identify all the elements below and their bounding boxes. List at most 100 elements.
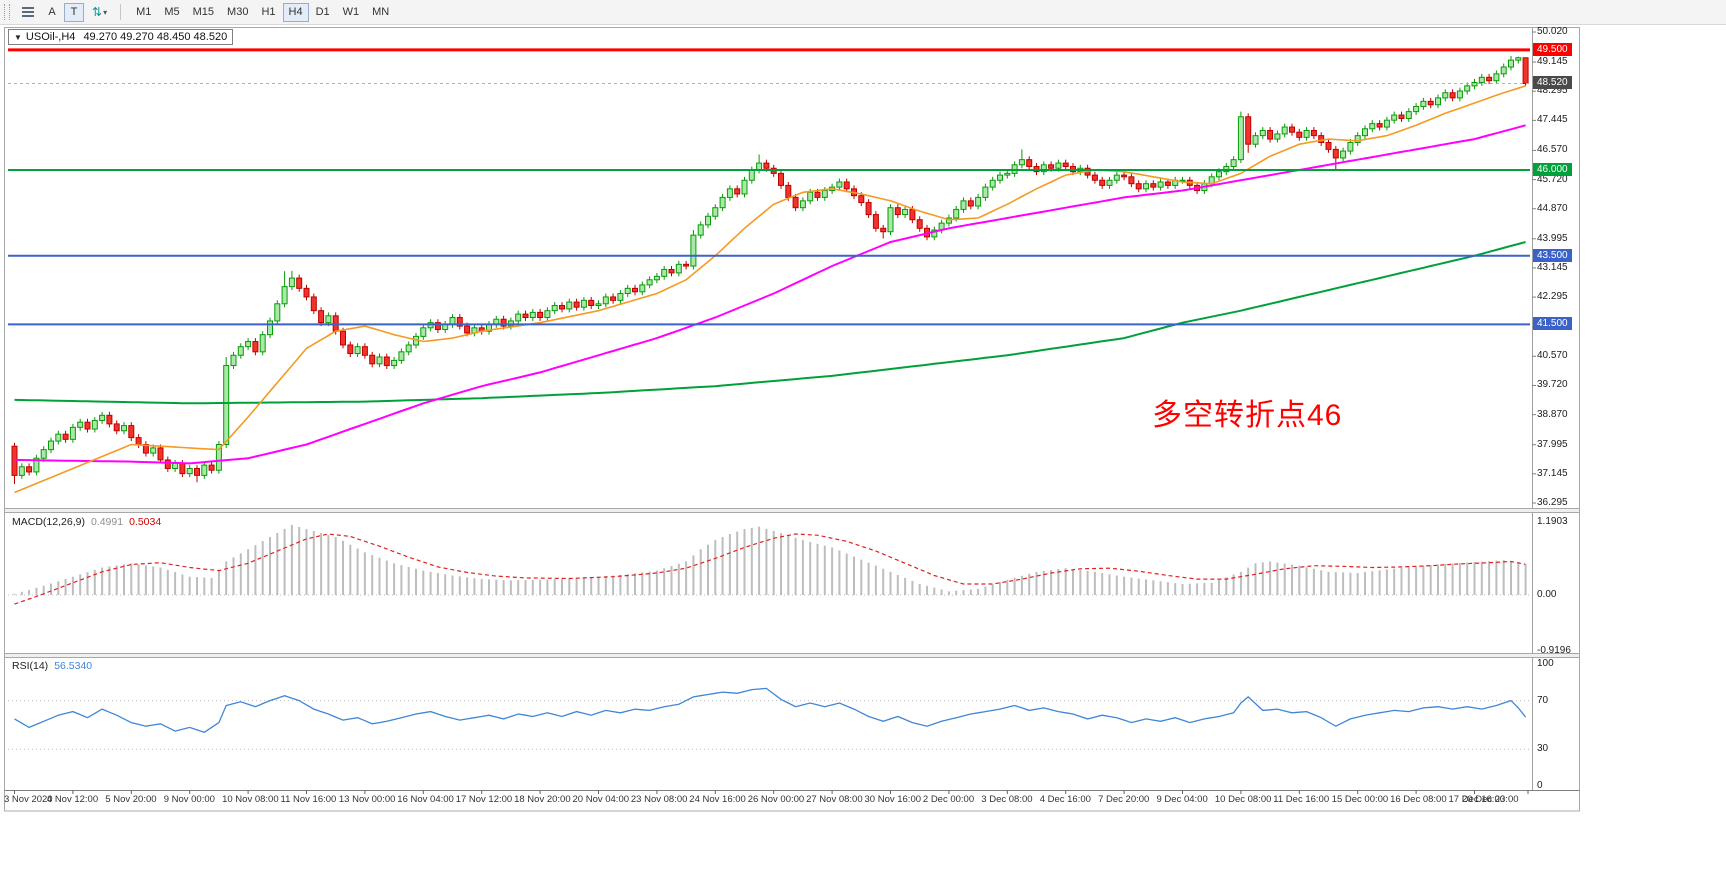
timeframe-button-M30[interactable]: M30 — [227, 6, 249, 18]
macd-signal-value: 0.5034 — [129, 516, 162, 528]
pane-separator-macd[interactable] — [4, 508, 1580, 513]
indicator-level-lines — [8, 594, 1530, 750]
toolbar-separator — [120, 4, 122, 20]
rsi-tick-label: 0 — [1537, 780, 1543, 791]
toolbar-grip[interactable] — [4, 4, 10, 20]
time-tick-label: 20 Dec 23:00 — [1462, 794, 1519, 805]
time-tick-label: 5 Nov 20:00 — [105, 794, 157, 805]
arrows-tool-button[interactable]: ⇅ ▾ — [86, 3, 113, 22]
rsi-indicator-label: RSI(14) 56.5340 — [12, 660, 92, 672]
rsi-value: 56.5340 — [54, 660, 93, 672]
ma-orange-line — [14, 85, 1526, 494]
timeframe-button-M1[interactable]: M1 — [136, 6, 152, 18]
arrows-icon: ⇅ — [92, 5, 103, 19]
hlines-layer[interactable] — [8, 48, 1530, 326]
price-tick-label: 40.570 — [1537, 350, 1568, 362]
rsi-line — [14, 687, 1527, 734]
price-tick-label: 37.145 — [1537, 467, 1568, 479]
hline-price-box-43.500: 43.500 — [1533, 248, 1572, 262]
rsi-tick-label: 70 — [1537, 694, 1549, 706]
time-tick-label: 9 Dec 04:00 — [1156, 794, 1208, 805]
time-tick-label: 10 Dec 08:00 — [1214, 794, 1272, 805]
ohlc-values: 49.270 49.270 48.450 48.520 — [83, 31, 228, 43]
collapse-caret-icon[interactable]: ▼ — [14, 33, 22, 42]
ma-magenta-line — [14, 124, 1526, 465]
macd-tick-label: 1.1903 — [1537, 516, 1568, 528]
price-tick-label: 45.720 — [1537, 173, 1568, 185]
time-tick-label: 17 Nov 12:00 — [455, 794, 513, 805]
grid-icon — [22, 7, 34, 17]
macd-value: 0.4991 — [90, 516, 124, 528]
price-tick-label: 48.295 — [1537, 85, 1568, 97]
timeframe-button-MN[interactable]: MN — [372, 6, 390, 18]
time-tick-label: 9 Nov 00:00 — [163, 794, 215, 805]
timeframe-button-W1[interactable]: W1 — [342, 6, 360, 18]
timeframe-button-D1[interactable]: D1 — [315, 6, 330, 18]
time-tick-label: 16 Nov 04:00 — [397, 794, 454, 805]
time-tick-label: 18 Nov 20:00 — [514, 794, 571, 805]
time-tick-label: 16 Dec 08:00 — [1390, 794, 1447, 805]
time-tick-label: 11 Dec 16:00 — [1273, 794, 1330, 805]
price-tick-label: 42.295 — [1537, 291, 1568, 303]
hline-price-box-46.000: 46.000 — [1533, 162, 1572, 176]
toolbar: A T ⇅ ▾ M1 M5 M15 M30 H1 H4 D1 W1 MN — [0, 0, 1726, 25]
price-tick-label: 44.870 — [1537, 202, 1568, 214]
timeframes-group: M1 M5 M15 M30 H1 H4 D1 W1 MN — [130, 2, 395, 22]
time-tick-label: 13 Nov 00:00 — [338, 794, 396, 805]
price-tick-label: 46.570 — [1537, 144, 1568, 156]
price-tick-label: 37.995 — [1537, 438, 1568, 450]
macd-indicator-label: MACD(12,26,9) 0.4991 0.5034 — [12, 516, 161, 528]
time-tick-label: 11 Nov 16:00 — [280, 794, 337, 805]
macd-histogram — [13, 524, 1527, 595]
time-tick-label: 7 Dec 20:00 — [1098, 794, 1150, 805]
price-tick-label: 43.145 — [1537, 261, 1568, 273]
text-tool-button[interactable]: T — [64, 2, 84, 22]
time-tick-label: 24 Nov 16:00 — [689, 794, 746, 805]
time-tick-label: 20 Nov 04:00 — [572, 794, 630, 805]
rsi-tick-label: 100 — [1537, 658, 1554, 669]
pane-separator-rsi[interactable] — [4, 653, 1580, 658]
time-tick-label: 27 Nov 08:00 — [806, 794, 863, 805]
timeframe-button-M15[interactable]: M15 — [192, 6, 215, 18]
time-tick-label: 23 Nov 08:00 — [630, 794, 688, 805]
current-price-box: 48.520 — [1533, 76, 1572, 90]
rsi-tick-label: 30 — [1537, 743, 1549, 755]
time-tick-label: 26 Nov 00:00 — [747, 794, 805, 805]
timeframe-button-M5[interactable]: M5 — [164, 6, 180, 18]
chart-frame — [4, 27, 1580, 812]
macd-signal-line — [14, 533, 1526, 605]
time-tick-label: 15 Dec 00:00 — [1331, 794, 1389, 805]
time-tick-label: 4 Dec 16:00 — [1039, 794, 1091, 805]
price-tick-label: 43.995 — [1537, 232, 1568, 244]
price-tick-label: 38.870 — [1537, 408, 1568, 420]
moving-averages-layer — [14, 85, 1526, 494]
windows-list-button[interactable] — [16, 3, 40, 22]
price-tick-label: 49.145 — [1537, 56, 1568, 68]
timeframe-button-H4[interactable]: H4 — [282, 2, 309, 22]
ma-green-line — [14, 241, 1526, 405]
time-tick-label: 4 Nov 12:00 — [46, 794, 99, 805]
macd-title: MACD(12,26,9) — [12, 516, 85, 528]
time-tick-label: 17 Dec 16:00 — [1448, 794, 1506, 805]
font-tool-button[interactable]: A — [48, 6, 56, 18]
price-tick-label: 39.720 — [1537, 379, 1568, 391]
dropdown-caret-icon: ▾ — [103, 7, 108, 17]
hline-price-box-49.500: 49.500 — [1533, 42, 1572, 56]
macd-tick-label: -0.9196 — [1537, 645, 1571, 657]
candles-layer — [11, 56, 1529, 484]
time-tick-label: 3 Dec 08:00 — [981, 794, 1033, 805]
time-tick-label: 10 Nov 08:00 — [222, 794, 279, 805]
price-tick-label: 50.020 — [1537, 26, 1568, 37]
hline-price-box-41.500: 41.500 — [1533, 317, 1572, 331]
chart-text-annotation[interactable]: 多空转折点46 — [1152, 399, 1343, 432]
time-tick-label: 30 Nov 16:00 — [864, 794, 922, 805]
price-tick-label: 47.445 — [1537, 114, 1568, 126]
symbol-timeframe-label: USOil-,H4 — [25, 31, 76, 43]
price-tick-label: 36.295 — [1537, 497, 1568, 508]
timeframe-button-H1[interactable]: H1 — [261, 6, 276, 18]
rsi-title: RSI(14) — [12, 660, 49, 672]
axis-ticks — [14, 31, 1536, 794]
symbol-info-box[interactable]: ▼ USOil-,H4 49.270 49.270 48.450 48.520 — [8, 29, 234, 45]
